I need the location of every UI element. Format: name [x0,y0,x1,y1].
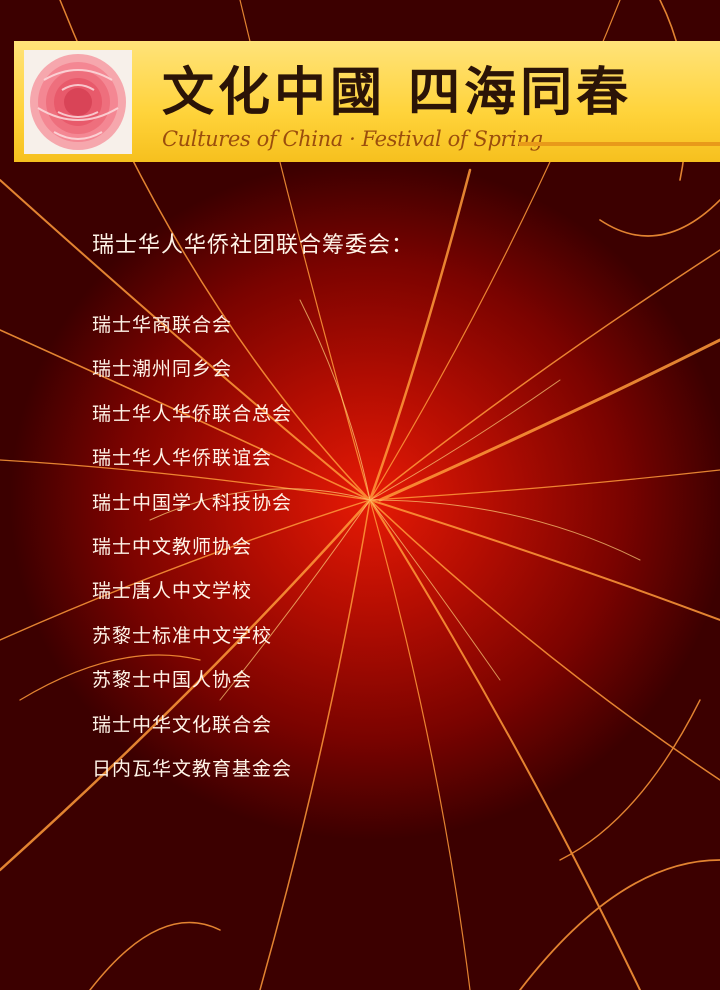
english-subtitle: Cultures of China · Festival of Spring [162,127,543,151]
committee-heading: 瑞士华人华侨社团联合筹委会： [92,233,415,258]
header-banner: 文化中國 四海同春 Cultures of China · Festival o… [14,41,720,162]
list-item: 日内瓦华文教育基金会 [92,757,293,780]
list-item: 瑞士中国学人科技协会 [92,491,293,514]
list-item: 瑞士潮州同乡会 [92,358,233,381]
list-item: 瑞士华人华侨联合总会 [92,402,293,425]
list-item: 瑞士华人华侨联谊会 [92,447,273,470]
list-item: 瑞士唐人中文学校 [92,580,253,603]
member-organization-list: 瑞士华商联合会 瑞士潮州同乡会 瑞士华人华侨联合总会 瑞士华人华侨联谊会 瑞士中… [92,310,292,798]
title-underline-rule [519,142,720,146]
list-item: 瑞士中华文化联合会 [92,713,273,736]
list-item: 苏黎士中国人协会 [92,669,253,692]
list-item: 瑞士华商联合会 [92,314,233,336]
list-item: 苏黎士标准中文学校 [92,624,273,647]
list-item: 瑞士中文教师协会 [92,535,253,558]
chinese-title: 文化中國 四海同春 [162,62,633,123]
peony-flower-icon [24,50,132,154]
